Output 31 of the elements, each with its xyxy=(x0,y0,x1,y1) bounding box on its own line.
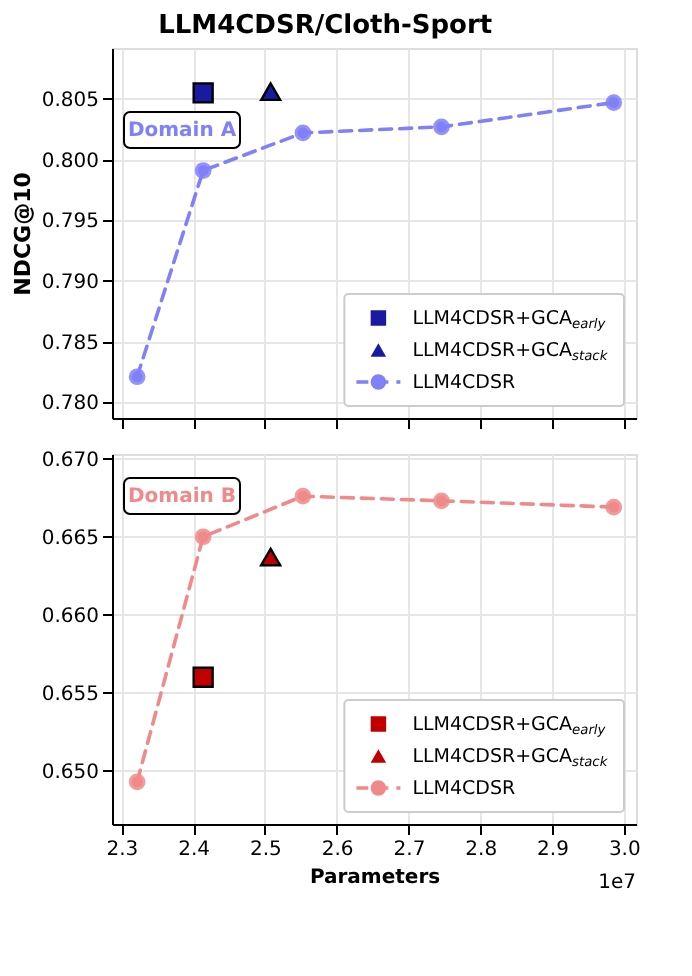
x-tick-label: 2.3 xyxy=(106,839,139,861)
x-tick-label: 2.4 xyxy=(178,839,211,861)
y-tick-label: 0.785 xyxy=(41,332,99,355)
x-tick-label: 3.0 xyxy=(608,839,641,861)
y-tick-label: 0.795 xyxy=(41,211,99,234)
text: 1e7 xyxy=(598,872,636,894)
y-axis-title: NDCG@10 xyxy=(9,171,36,296)
x-tick-label: 2.7 xyxy=(393,839,426,861)
point xyxy=(259,547,282,567)
chart-title: LLM4CDSR/Cloth-Sport xyxy=(158,11,493,41)
y-tick-label: 0.670 xyxy=(41,449,99,472)
y-tick-label: 0.650 xyxy=(41,761,99,784)
point xyxy=(192,666,214,688)
x-tick-label: 2.6 xyxy=(321,839,354,861)
y-tick-label: 0.660 xyxy=(41,605,99,628)
y-tick-label: 0.655 xyxy=(41,683,99,706)
annotation: Domain B xyxy=(128,486,236,508)
point xyxy=(192,82,214,104)
y-tick-label: 0.800 xyxy=(41,150,99,173)
y-tick-label: 0.665 xyxy=(41,527,99,550)
annotation: Domain A xyxy=(127,120,237,142)
y-tick-label: 0.790 xyxy=(41,271,99,294)
legend-label: LLM4CDSR xyxy=(412,778,516,800)
y-tick-label: 0.805 xyxy=(41,89,99,112)
x-axis-title: Parameters xyxy=(309,867,441,889)
y-tick-label: 0.780 xyxy=(41,393,99,416)
x-tick-label: 2.5 xyxy=(249,839,282,861)
point xyxy=(259,82,282,102)
x-tick-label: 2.8 xyxy=(465,839,498,861)
legend-label: LLM4CDSR xyxy=(412,372,516,394)
x-tick-label: 2.9 xyxy=(537,839,569,861)
